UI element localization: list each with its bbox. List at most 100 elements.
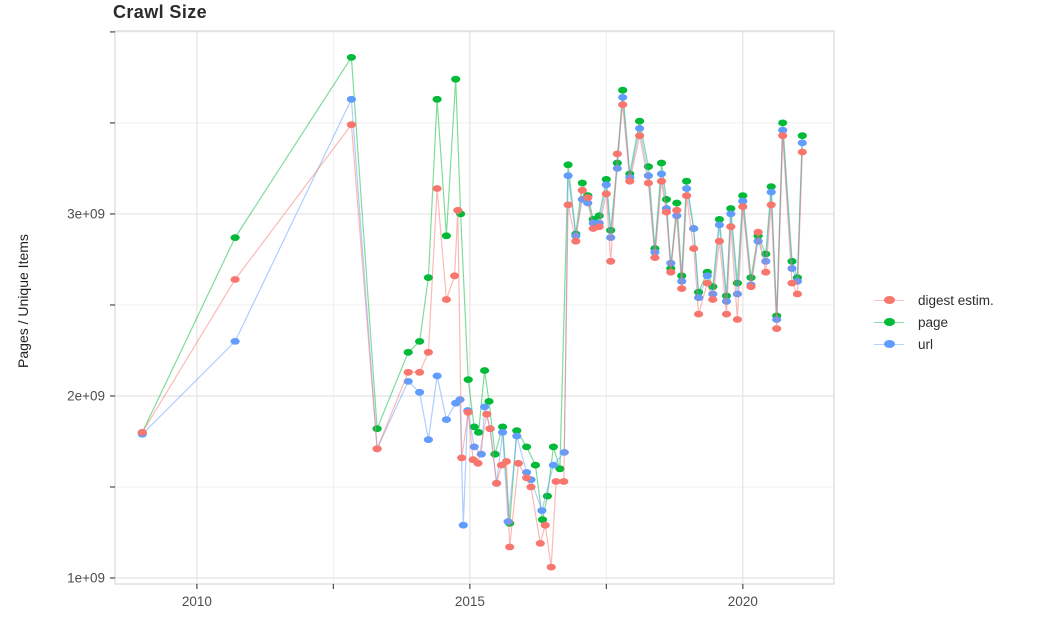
x-tick-label: 2010 — [182, 594, 212, 609]
data-point-digest-estim- — [423, 348, 433, 356]
data-point-digest-estim- — [787, 279, 797, 287]
data-point-digest-estim- — [738, 203, 748, 211]
data-point-digest-estim- — [137, 429, 147, 436]
chart-title: Crawl Size — [113, 2, 208, 22]
data-point-digest-estim- — [453, 206, 463, 214]
legend-item-url: url — [874, 335, 994, 353]
data-point-page — [372, 425, 382, 433]
data-point-page — [542, 492, 553, 500]
data-point-url — [787, 265, 797, 272]
data-point-page — [797, 132, 807, 140]
data-point-url — [230, 338, 240, 345]
data-point-digest-estim- — [714, 237, 725, 245]
data-point-digest-estim- — [513, 459, 524, 467]
data-point-url — [753, 237, 763, 245]
data-point-digest-estim- — [618, 101, 628, 109]
data-point-digest-estim- — [473, 459, 483, 467]
data-point-digest-estim- — [492, 479, 502, 487]
data-point-url — [563, 172, 573, 180]
data-point-page — [766, 183, 776, 191]
data-point-digest-estim- — [551, 478, 561, 485]
data-point-url — [635, 124, 645, 132]
legend-item-page: page — [874, 313, 994, 331]
data-point-digest-estim- — [778, 132, 788, 140]
data-point-url — [606, 234, 616, 242]
data-point-digest-estim- — [415, 368, 425, 376]
data-point-url — [726, 210, 736, 218]
data-point-url — [761, 257, 771, 265]
data-point-page — [498, 423, 508, 431]
data-point-url — [694, 294, 704, 302]
data-point-url — [601, 181, 611, 189]
data-point-digest-estim- — [666, 268, 676, 276]
data-point-digest-estim- — [721, 310, 732, 318]
data-point-url — [682, 185, 692, 192]
data-point-url — [480, 403, 490, 411]
data-point-digest-estim- — [457, 454, 467, 462]
data-point-digest-estim- — [450, 272, 460, 280]
legend-label-url: url — [918, 336, 934, 352]
data-point-page — [537, 516, 548, 524]
data-point-digest-estim- — [372, 445, 382, 453]
data-point-page — [512, 427, 522, 434]
data-point-page — [656, 159, 667, 167]
data-point-digest-estim- — [594, 223, 604, 231]
page-line-marker-icon — [874, 317, 904, 327]
data-point-digest-estim- — [571, 237, 581, 245]
data-point-digest-estim- — [346, 121, 356, 129]
data-point-url — [656, 170, 667, 178]
data-point-page — [522, 443, 532, 451]
data-point-digest-estim- — [546, 563, 556, 571]
data-point-page — [618, 86, 628, 94]
data-point-page — [484, 398, 494, 405]
data-point-digest-estim- — [625, 177, 635, 185]
data-point-url — [455, 396, 465, 403]
data-point-digest-estim- — [230, 276, 240, 283]
data-point-url — [721, 297, 732, 305]
data-point-page — [661, 196, 672, 203]
data-point-url — [571, 232, 581, 240]
data-point-url — [778, 126, 788, 134]
data-point-url — [612, 165, 622, 172]
x-tick-label: 2020 — [728, 594, 758, 609]
data-point-page — [403, 348, 413, 356]
data-point-digest-estim- — [661, 208, 672, 216]
data-point-digest-estim- — [403, 368, 413, 376]
data-point-digest-estim- — [689, 245, 699, 252]
data-point-page — [577, 179, 587, 187]
y-tick-label: 2e+09 — [67, 388, 105, 403]
data-point-url — [503, 518, 513, 525]
data-point-url — [423, 436, 433, 444]
data-point-digest-estim- — [577, 186, 587, 194]
legend: digest estim. page url — [874, 291, 994, 353]
data-point-digest-estim- — [677, 285, 687, 292]
data-point-url — [583, 199, 593, 207]
data-point-digest-estim- — [682, 192, 692, 200]
legend-label-digest: digest estim. — [918, 292, 994, 308]
data-point-digest-estim- — [746, 283, 756, 291]
data-point-digest-estim- — [643, 179, 654, 187]
data-point-digest-estim- — [772, 325, 782, 332]
data-point-url — [548, 461, 559, 469]
data-point-digest-estim- — [601, 190, 611, 198]
data-point-url — [732, 290, 743, 298]
data-point-digest-estim- — [726, 223, 736, 231]
data-point-digest-estim- — [559, 478, 569, 485]
digest-line-marker-icon — [874, 295, 904, 305]
data-point-page — [682, 177, 692, 185]
legend-label-page: page — [918, 314, 949, 330]
series-line-page — [141, 55, 803, 524]
data-point-digest-estim- — [482, 410, 492, 418]
data-point-digest-estim- — [694, 310, 704, 318]
data-point-page — [230, 234, 240, 242]
data-point-page — [451, 75, 461, 83]
data-point-digest-estim- — [441, 296, 451, 303]
data-point-page — [672, 199, 682, 207]
data-point-page — [738, 192, 748, 200]
data-point-page — [726, 205, 736, 212]
data-point-page — [555, 465, 565, 473]
y-tick-label: 1e+09 — [67, 570, 105, 585]
data-point-digest-estim- — [522, 474, 532, 482]
